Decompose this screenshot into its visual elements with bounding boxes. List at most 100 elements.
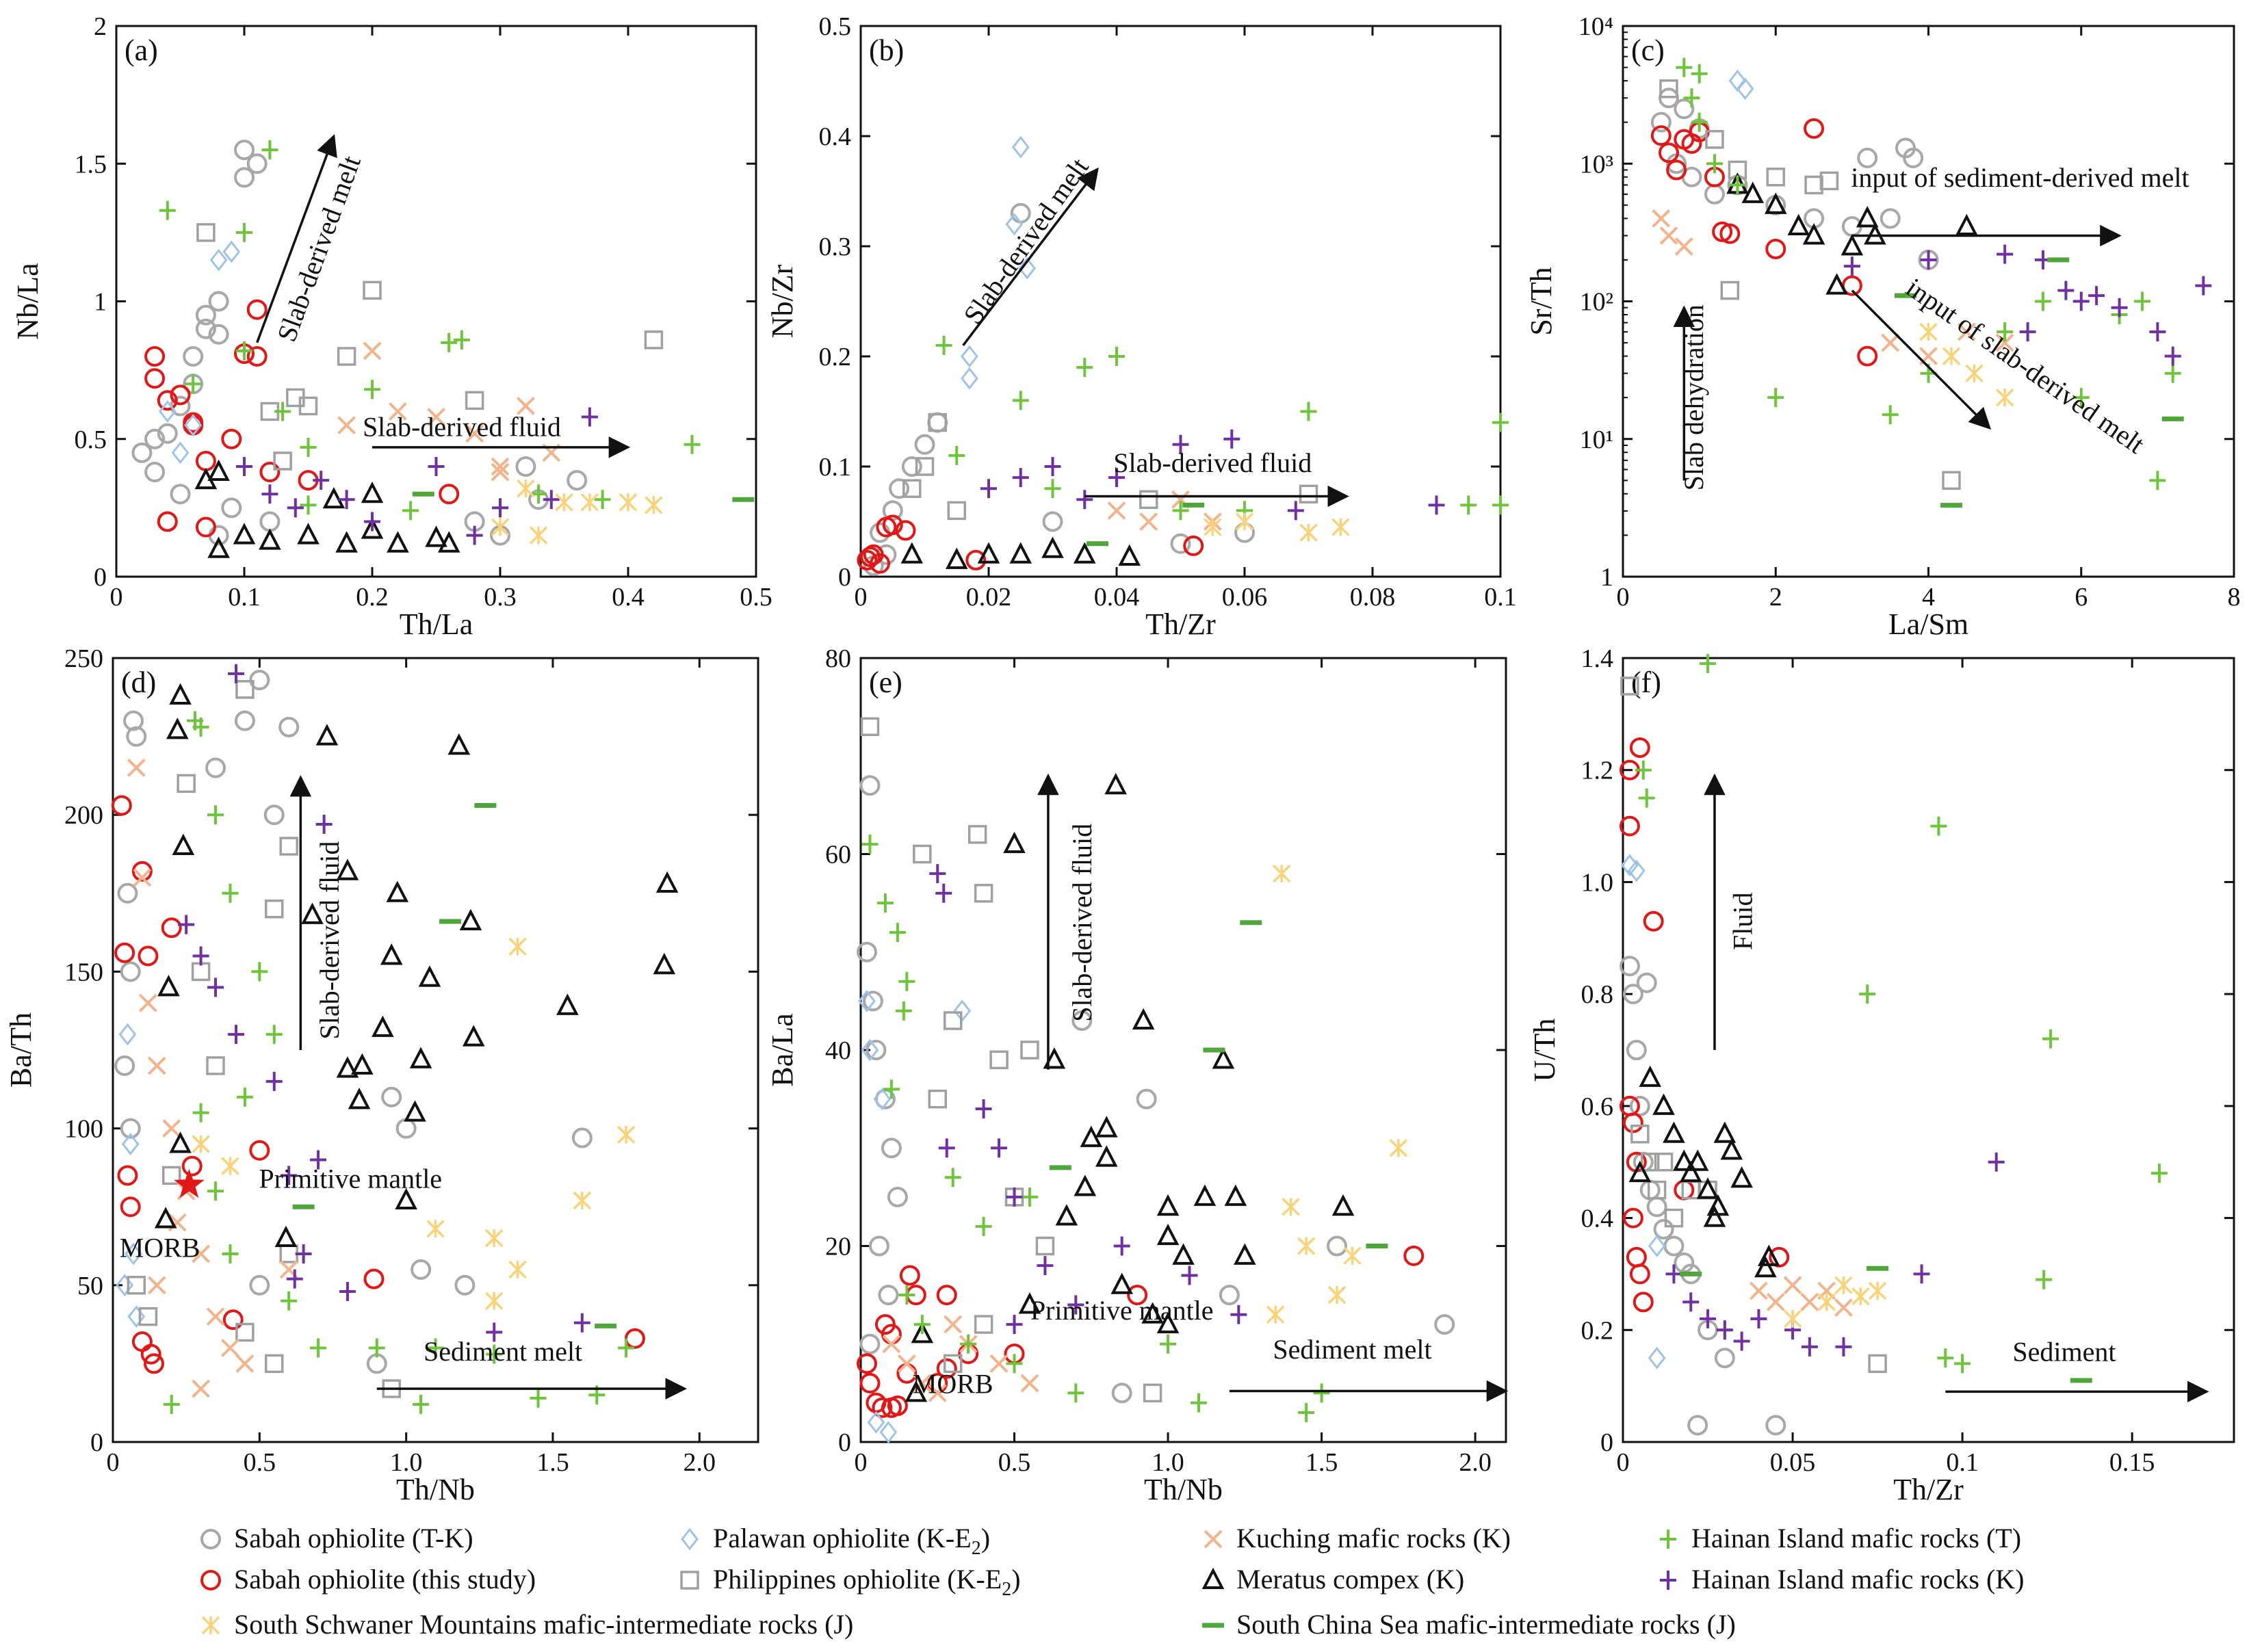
data-point <box>1650 125 1672 146</box>
data-point <box>960 1334 977 1354</box>
series-scs <box>292 802 617 1328</box>
data-point <box>439 484 460 505</box>
data-point <box>138 1307 158 1326</box>
data-point <box>2072 291 2090 311</box>
primitive-mantle-star <box>174 1168 205 1198</box>
y-axis-label: Ba/La <box>766 1013 799 1087</box>
data-point <box>975 1099 992 1118</box>
annotation: Slab-derived fluid <box>1113 447 1312 478</box>
legend-marker <box>1660 1571 1676 1590</box>
data-point <box>645 496 663 514</box>
data-point <box>363 341 382 360</box>
data-point <box>530 1388 547 1408</box>
data-point <box>295 1244 312 1263</box>
data-point <box>879 1421 898 1444</box>
y-tick-label: 0 <box>94 563 107 592</box>
series-philippines <box>860 717 1162 1403</box>
data-point <box>1095 1145 1118 1167</box>
x-tick-label: 0.06 <box>1222 583 1268 612</box>
data-point <box>246 153 268 174</box>
panel-label: (e) <box>869 666 902 699</box>
x-axis-label: Th/Nb <box>1144 1473 1223 1506</box>
data-point <box>380 943 403 965</box>
data-point <box>929 864 946 884</box>
data-point <box>437 531 460 553</box>
data-point <box>486 1322 503 1342</box>
data-point <box>161 1166 181 1185</box>
data-point <box>1021 1187 1038 1207</box>
legend-label: Palawan ophiolite (K-E2) <box>713 1523 990 1559</box>
data-point <box>860 547 881 568</box>
series-palawan <box>961 135 1037 390</box>
data-point <box>1650 112 1672 133</box>
data-point <box>965 549 987 571</box>
y-tick-label: 0.8 <box>1581 980 1614 1009</box>
data-point <box>286 1269 303 1289</box>
data-point <box>889 478 910 499</box>
data-point <box>991 1138 1008 1158</box>
data-point <box>1629 737 1650 758</box>
series-hainan_k <box>1665 1152 2005 1356</box>
data-point <box>1266 1305 1285 1324</box>
plot-frame <box>115 25 757 578</box>
x-tick-label: 0 <box>855 1448 868 1477</box>
x-axis-label: Th/Zr <box>1893 1473 1964 1506</box>
data-point <box>388 402 407 421</box>
data-point <box>1622 1112 1643 1133</box>
data-point <box>1942 471 1961 490</box>
data-point <box>859 775 881 796</box>
series-hainan_t <box>935 335 1509 521</box>
series-palawan <box>116 1023 146 1328</box>
data-point <box>127 1276 146 1295</box>
legend-label: Sabah ophiolite (T-K) <box>234 1523 473 1553</box>
y-axis-label: Nb/Zr <box>766 264 799 338</box>
data-point <box>1647 1180 1667 1200</box>
data-point <box>1825 273 1848 295</box>
data-point <box>1817 1293 1836 1311</box>
data-point <box>1235 512 1254 531</box>
data-point <box>1139 512 1158 531</box>
series-kuching <box>882 1315 1039 1402</box>
data-point <box>1629 1095 1650 1116</box>
series-schwaner <box>1204 512 1350 542</box>
data-point <box>1765 1415 1786 1436</box>
y-tick-label: 1.5 <box>75 150 107 179</box>
legend-label: Hainan Island mafic rocks (K) <box>1691 1564 2024 1595</box>
data-point <box>178 915 195 934</box>
data-point <box>1156 1311 1180 1334</box>
panel-label: (d) <box>121 666 156 699</box>
data-point <box>624 1328 645 1349</box>
data-point <box>1298 1403 1315 1423</box>
series-hainan_k <box>178 664 590 1342</box>
data-point <box>169 683 192 705</box>
data-point <box>126 726 147 747</box>
data-point <box>1018 257 1037 280</box>
data-point <box>1011 135 1030 159</box>
x-tick-label: 1.0 <box>390 1448 423 1477</box>
y-tick-label: 0.6 <box>1581 1092 1614 1121</box>
data-point <box>281 1166 298 1185</box>
data-point <box>1720 280 1740 300</box>
data-point <box>118 1023 137 1046</box>
y-tick-label: 10³ <box>1580 150 1613 179</box>
data-point <box>491 518 510 536</box>
data-point <box>157 511 178 532</box>
data-point <box>1654 1152 1674 1172</box>
data-point <box>517 479 535 498</box>
data-point <box>1942 347 1961 365</box>
data-point <box>300 437 317 457</box>
data-point <box>339 1281 356 1301</box>
data-point <box>1160 1334 1177 1354</box>
series-kuching <box>127 759 298 1398</box>
legend-item-hainan_t: Hainan Island mafic rocks (T) <box>1660 1523 2021 1553</box>
data-point <box>192 1379 211 1398</box>
x-tick-label: 2.0 <box>1459 1448 1492 1477</box>
data-point <box>581 407 598 427</box>
data-point <box>1646 1196 1667 1218</box>
data-point <box>144 346 166 367</box>
y-tick-label: 250 <box>64 644 103 673</box>
y-tick-label: 1.4 <box>1581 644 1614 673</box>
x-tick-label: 1.5 <box>536 1448 569 1477</box>
data-point <box>1835 1337 1852 1356</box>
series-palawan <box>158 240 241 464</box>
